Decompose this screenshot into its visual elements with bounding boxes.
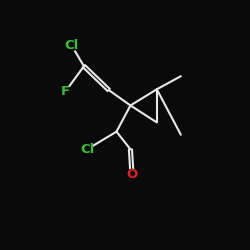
Text: Cl: Cl — [64, 39, 79, 52]
Circle shape — [60, 86, 71, 97]
Circle shape — [126, 169, 138, 180]
Text: F: F — [61, 85, 70, 98]
Circle shape — [82, 144, 92, 155]
Text: O: O — [126, 168, 138, 181]
Circle shape — [66, 40, 77, 51]
Text: Cl: Cl — [80, 143, 94, 156]
